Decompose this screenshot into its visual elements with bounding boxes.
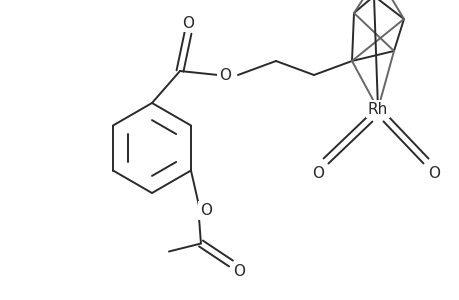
Text: O: O (182, 16, 194, 31)
Text: O: O (200, 203, 212, 218)
Text: Rh: Rh (367, 101, 387, 116)
Text: O: O (232, 264, 245, 279)
Text: O: O (218, 68, 230, 82)
Text: O: O (311, 166, 323, 181)
Text: O: O (427, 166, 439, 181)
